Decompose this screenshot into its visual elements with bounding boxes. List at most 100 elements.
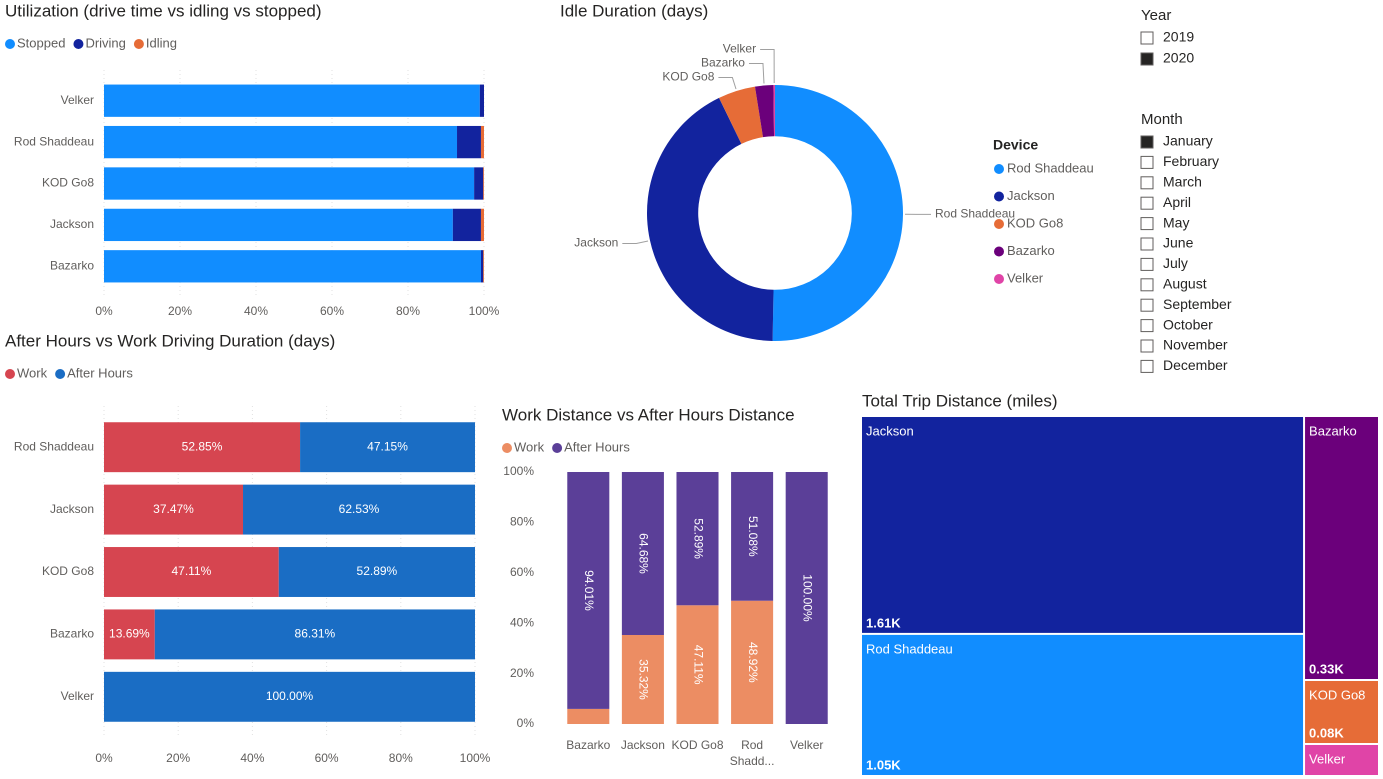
checkbox[interactable] <box>1140 339 1154 353</box>
data-label: 52.85% <box>182 439 223 453</box>
checkbox[interactable] <box>1140 217 1154 231</box>
slicer-item[interactable]: 2020 <box>1163 50 1194 66</box>
slicer-item[interactable]: June <box>1163 235 1194 251</box>
slicer-item[interactable]: February <box>1163 153 1219 169</box>
column-segment <box>567 708 610 724</box>
treemap-tile <box>1305 681 1378 743</box>
column-segment <box>676 605 719 724</box>
y-tick-label: Rod Shaddeau <box>14 439 94 453</box>
slicer-title: Year <box>1141 7 1171 24</box>
legend-label: Velker <box>1007 270 1044 285</box>
bar-segment <box>483 250 484 283</box>
bar-segment <box>104 484 244 535</box>
x-tick-label: KOD Go8 <box>671 738 723 752</box>
x-tick-label: 80% <box>396 304 420 318</box>
slice-label: Rod Shaddeau <box>935 207 1015 221</box>
bar-segment <box>104 167 475 200</box>
tile-label: Jackson <box>866 423 914 438</box>
checkbox[interactable] <box>1140 359 1154 373</box>
column-segment <box>567 472 610 709</box>
checkbox[interactable] <box>1140 31 1154 45</box>
data-label: 100.00% <box>266 689 314 703</box>
column-segment <box>621 634 664 724</box>
legend-label: Rod Shaddeau <box>1007 160 1094 175</box>
bar-segment <box>104 671 475 722</box>
data-label: 47.11% <box>171 564 211 578</box>
checkbox[interactable] <box>1140 196 1154 210</box>
legend-marker <box>5 369 15 379</box>
legend-label: Idling <box>146 35 177 50</box>
slicer-item[interactable]: September <box>1163 296 1232 312</box>
bar-segment <box>474 167 484 200</box>
legend-title: Device <box>993 137 1038 153</box>
column-segment <box>731 472 774 601</box>
chart-title: Utilization (drive time vs idling vs sto… <box>5 1 322 20</box>
checkbox[interactable] <box>1140 176 1154 190</box>
bar-segment <box>104 208 453 242</box>
legend-label: After Hours <box>67 365 133 380</box>
data-label: 64.68% <box>637 533 651 574</box>
legend-label: Bazarko <box>1007 243 1055 258</box>
slicer-item[interactable]: July <box>1163 255 1188 271</box>
checkbox[interactable] <box>1140 278 1154 292</box>
chart-title: After Hours vs Work Driving Duration (da… <box>5 331 335 350</box>
treemap-tile <box>862 634 1304 775</box>
y-tick-label: 80% <box>510 515 534 529</box>
checkbox[interactable] <box>1140 257 1154 271</box>
slicer-item[interactable]: December <box>1163 357 1228 373</box>
legend-label: KOD Go8 <box>1007 215 1063 230</box>
x-tick-label: 20% <box>166 751 190 765</box>
checkbox[interactable] <box>1140 237 1154 251</box>
bar-segment <box>104 250 481 283</box>
checkbox[interactable] <box>1140 52 1154 66</box>
y-tick-label: 20% <box>510 666 534 680</box>
chart-title: Total Trip Distance (miles) <box>862 391 1058 410</box>
data-label: 86.31% <box>295 627 336 641</box>
legend-marker <box>994 246 1004 257</box>
slicer-item[interactable]: August <box>1163 276 1207 292</box>
x-tick-label: 0% <box>95 751 113 765</box>
chart-title: Work Distance vs After Hours Distance <box>502 405 795 424</box>
checkbox[interactable] <box>1140 155 1154 169</box>
data-label: 13.69% <box>109 627 150 641</box>
checkbox[interactable] <box>1140 298 1154 312</box>
data-label: 47.15% <box>367 439 408 453</box>
slicer-title: Month <box>1141 111 1183 128</box>
bar-segment <box>104 422 301 473</box>
slicer-item[interactable]: January <box>1163 133 1213 149</box>
leader-line <box>748 63 765 84</box>
checkbox[interactable] <box>1140 319 1154 333</box>
legend-marker <box>994 274 1004 284</box>
x-tick-label: Rod Shadd... <box>730 738 775 768</box>
slice-label: Jackson <box>574 236 618 250</box>
slicer-item[interactable]: October <box>1163 316 1213 332</box>
y-tick-label: Jackson <box>50 217 94 231</box>
slicer-item[interactable]: March <box>1163 174 1202 190</box>
x-tick-label: Bazarko <box>566 738 610 752</box>
data-label: 35.32% <box>637 659 651 700</box>
legend-marker <box>994 164 1004 174</box>
slice-label: Velker <box>723 42 756 56</box>
bar-segment <box>483 167 484 200</box>
column-segment <box>676 472 719 606</box>
legend-marker <box>55 369 66 379</box>
bar-segment <box>457 125 481 159</box>
tile-label: Velker <box>1309 751 1346 766</box>
y-tick-label: KOD Go8 <box>42 564 94 578</box>
x-tick-label: 100% <box>469 304 500 318</box>
y-tick-label: Jackson <box>50 502 94 516</box>
column-segment <box>621 472 664 635</box>
donut-slice <box>772 85 903 341</box>
leader-line <box>760 49 775 84</box>
slicer-item[interactable]: April <box>1163 194 1191 210</box>
y-tick-label: Bazarko <box>50 627 94 641</box>
column-segment <box>731 600 774 724</box>
legend-label: Driving <box>85 35 125 50</box>
slicer-item[interactable]: May <box>1163 214 1189 230</box>
slicer-item[interactable]: November <box>1163 337 1228 353</box>
slicer-item[interactable]: 2019 <box>1163 29 1194 45</box>
checkbox[interactable] <box>1140 135 1154 149</box>
donut-slice <box>719 86 763 144</box>
donut-slice <box>773 85 775 137</box>
